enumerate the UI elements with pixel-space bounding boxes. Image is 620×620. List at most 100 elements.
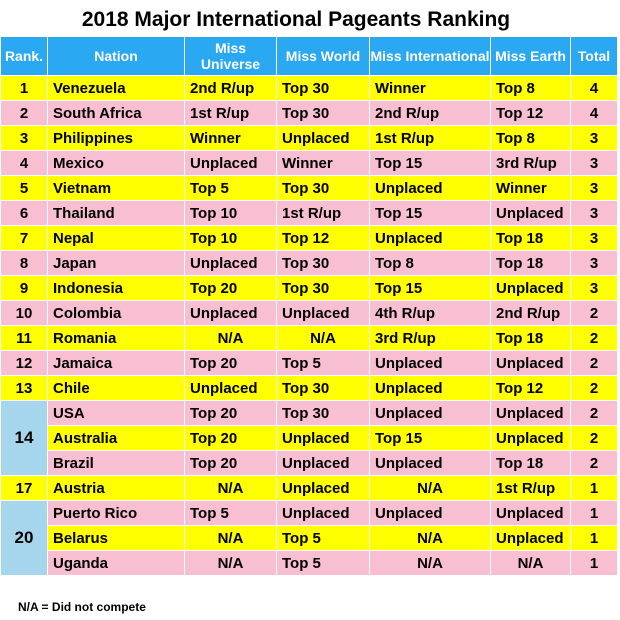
miss-international-cell: Unplaced — [369, 400, 491, 426]
table-row: 4 Mexico Unplaced Winner Top 15 3rd R/up 3 — [0, 150, 618, 176]
miss-international-cell: Top 15 — [369, 200, 491, 226]
miss-universe-cell: Unplaced — [184, 375, 277, 401]
table-body: 1 Venezuela 2nd R/up Top 30 Winner Top 8 4 2 Sou… — [0, 75, 618, 576]
rank-cell: 3 — [0, 125, 48, 151]
miss-earth-cell: Unplaced — [490, 500, 571, 526]
miss-earth-cell: Unplaced — [490, 525, 571, 551]
miss-universe-cell: Unplaced — [184, 300, 277, 326]
nation-cell: Japan — [47, 250, 185, 276]
miss-world-cell: Top 30 — [276, 100, 370, 126]
table-row: 7 Nepal Top 10 Top 12 Unplaced Top 18 3 — [0, 225, 618, 251]
nation-cell: South Africa — [47, 100, 185, 126]
rank-cell: 6 — [0, 200, 48, 226]
miss-earth-cell: Unplaced — [490, 425, 571, 451]
rank-cell: 13 — [0, 375, 48, 401]
miss-international-cell: Unplaced — [369, 175, 491, 201]
miss-earth-cell: Top 18 — [490, 250, 571, 276]
miss-world-cell: Top 5 — [276, 525, 370, 551]
nation-cell: Brazil — [47, 450, 185, 476]
table-row: 8 Japan Unplaced Top 30 Top 8 Top 18 3 — [0, 250, 618, 276]
miss-international-cell: N/A — [369, 550, 491, 576]
miss-world-cell: Top 30 — [276, 275, 370, 301]
miss-international-cell: Winner — [369, 75, 491, 101]
miss-universe-cell: Unplaced — [184, 150, 277, 176]
table-row: 11 Romania N/A N/A 3rd R/up Top 18 2 — [0, 325, 618, 351]
rank-cell: 17 — [0, 475, 48, 501]
total-cell: 2 — [570, 425, 618, 451]
miss-international-cell: Top 15 — [369, 275, 491, 301]
nation-cell: Puerto Rico — [47, 500, 185, 526]
miss-earth-cell: 3rd R/up — [490, 150, 571, 176]
rank-cell: 9 — [0, 275, 48, 301]
nation-cell: Thailand — [47, 200, 185, 226]
miss-earth-cell: Top 18 — [490, 225, 571, 251]
miss-world-cell: Unplaced — [276, 125, 370, 151]
total-cell: 3 — [570, 275, 618, 301]
rank-cell: 11 — [0, 325, 48, 351]
miss-international-cell: Top 8 — [369, 250, 491, 276]
table-row: Belarus N/A Top 5 N/A Unplaced 1 — [1, 525, 618, 551]
miss-earth-cell: Unplaced — [490, 350, 571, 376]
miss-international-cell: N/A — [369, 475, 491, 501]
total-cell: 1 — [570, 525, 618, 551]
miss-universe-cell: Top 10 — [184, 200, 277, 226]
table-row: 13 Chile Unplaced Top 30 Unplaced Top 12 2 — [0, 375, 618, 401]
miss-world-cell: Top 30 — [276, 75, 370, 101]
rank-cell: 12 — [0, 350, 48, 376]
miss-international-cell: N/A — [369, 525, 491, 551]
nation-cell: Uganda — [47, 550, 185, 576]
total-cell: 1 — [570, 550, 618, 576]
miss-international-cell: Top 15 — [369, 150, 491, 176]
miss-earth-cell: Top 8 — [490, 125, 571, 151]
table-row: 6 Thailand Top 10 1st R/up Top 15 Unplaced 3 — [0, 200, 618, 226]
rank-cell: 4 — [0, 150, 48, 176]
miss-universe-cell: 1st R/up — [184, 100, 277, 126]
nation-cell: Chile — [47, 375, 185, 401]
miss-world-cell: Top 30 — [276, 175, 370, 201]
miss-universe-cell: Winner — [184, 125, 277, 151]
header-miss-international: Miss International — [369, 36, 491, 76]
miss-earth-cell: Unplaced — [490, 400, 571, 426]
table-row: 12 Jamaica Top 20 Top 5 Unplaced Unplaced 2 — [0, 350, 618, 376]
miss-earth-cell: N/A — [490, 550, 571, 576]
rank-cell: 20 — [0, 500, 48, 576]
miss-universe-cell: Top 20 — [184, 425, 277, 451]
miss-world-cell: Top 5 — [276, 550, 370, 576]
nation-cell: Vietnam — [47, 175, 185, 201]
miss-universe-cell: Top 5 — [184, 175, 277, 201]
total-cell: 4 — [570, 100, 618, 126]
total-cell: 1 — [570, 475, 618, 501]
miss-universe-cell: Top 20 — [184, 275, 277, 301]
total-cell: 3 — [570, 125, 618, 151]
header-miss-world: Miss World — [276, 36, 370, 76]
nation-cell: Venezuela — [47, 75, 185, 101]
miss-international-cell: Unplaced — [369, 375, 491, 401]
miss-world-cell: Unplaced — [276, 300, 370, 326]
miss-international-cell: Unplaced — [369, 225, 491, 251]
header-miss-universe: Miss Universe — [184, 36, 277, 76]
miss-universe-cell: N/A — [184, 325, 277, 351]
miss-international-cell: 4th R/up — [369, 300, 491, 326]
table-row: 5 Vietnam Top 5 Top 30 Unplaced Winner 3 — [0, 175, 618, 201]
total-cell: 4 — [570, 75, 618, 101]
miss-world-cell: Unplaced — [276, 425, 370, 451]
table-row: Australia Top 20 Unplaced Top 15 Unplaced 2 — [1, 425, 618, 451]
rank-cell: 7 — [0, 225, 48, 251]
nation-cell: Austria — [47, 475, 185, 501]
miss-world-cell: Top 30 — [276, 375, 370, 401]
miss-universe-cell: Top 20 — [184, 350, 277, 376]
miss-international-cell: 3rd R/up — [369, 325, 491, 351]
total-cell: 1 — [570, 500, 618, 526]
miss-international-cell: Unplaced — [369, 500, 491, 526]
miss-international-cell: Unplaced — [369, 450, 491, 476]
table-row: 20 Puerto Rico Top 5 Unplaced Unplaced Unplac… — [0, 500, 618, 576]
miss-world-cell: Unplaced — [276, 450, 370, 476]
header-total: Total — [570, 36, 618, 76]
table-row: Uganda N/A Top 5 N/A N/A 1 — [1, 550, 618, 576]
total-cell: 2 — [570, 325, 618, 351]
header-nation: Nation — [47, 36, 185, 76]
rank-cell: 8 — [0, 250, 48, 276]
miss-universe-cell: Unplaced — [184, 250, 277, 276]
